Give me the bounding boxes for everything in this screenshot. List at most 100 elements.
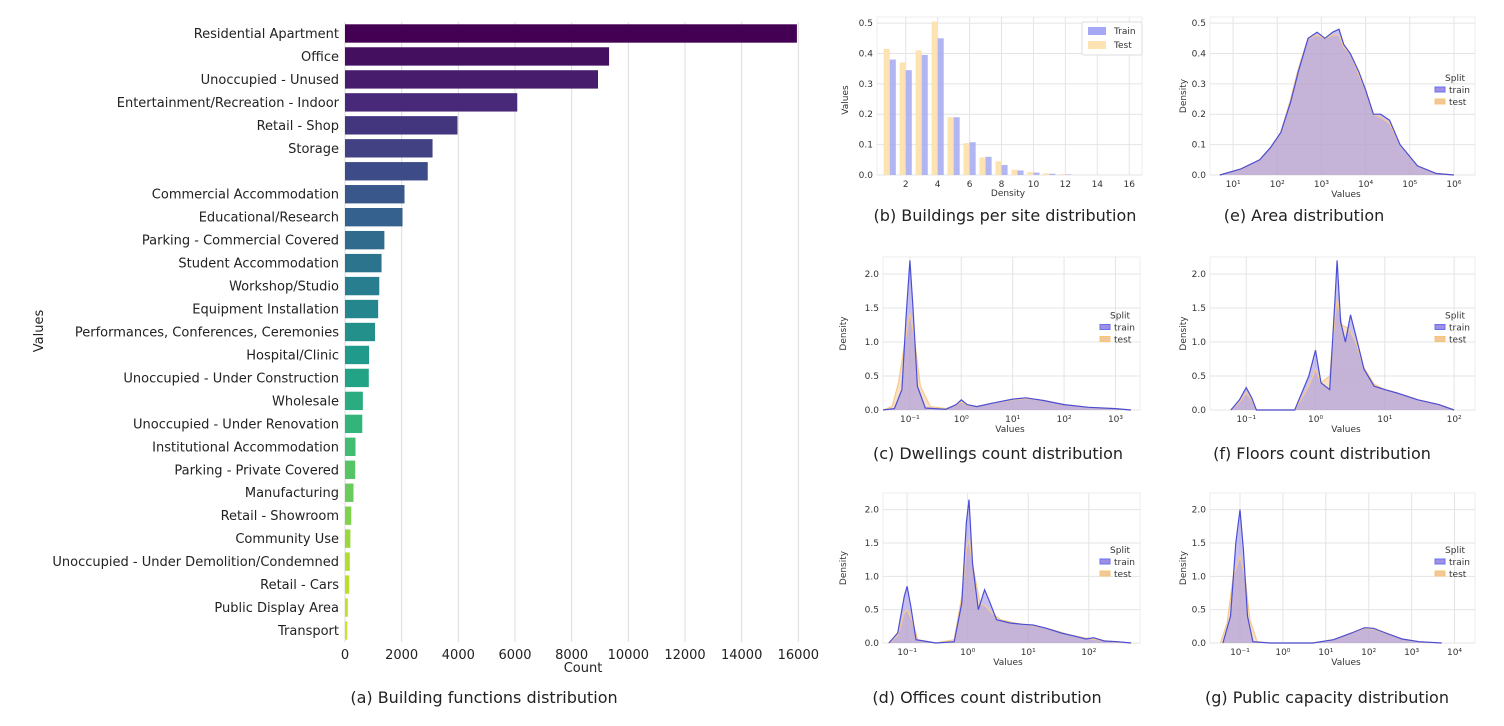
a-bar-5 [345,139,433,158]
panel-a-building-functions: Residential Apartment Office Unoccupied - … [32,22,819,707]
b-bar-train-11 [1065,174,1072,175]
a-category-label-7: Commercial Accommodation [152,188,339,203]
g-xtick-5: 10⁴ [1447,648,1462,658]
a-xtick-4: 8000 [555,648,588,663]
c-ytick-2: 1.0 [865,338,880,348]
a-bar-4 [345,116,458,135]
a-category-label-24: Retail - Cars [260,578,339,593]
f-xtick-2: 10¹ [1377,415,1392,425]
a-bar-22 [345,529,351,548]
a-bar-13 [345,322,376,342]
d-legend-train: train [1114,558,1135,568]
g-xtick-3: 10² [1361,648,1376,658]
a-bar-19 [345,460,356,479]
a-bar-2 [345,70,599,89]
f-ytick-3: 1.5 [1192,304,1206,314]
c-xlabel: Values [995,425,1025,435]
b-xtick-6: 14 [1092,180,1104,190]
b-bar-train-2 [921,54,928,175]
a-bar-26 [345,621,348,640]
g-ytick-3: 1.5 [1192,539,1206,549]
a-category-label-10: Student Accommodation [178,257,339,272]
e-ytick-5: 0.5 [1192,19,1206,29]
g-train-line [1222,509,1442,644]
a-bar-1 [345,47,610,66]
e-ytick-3: 0.3 [1192,80,1206,90]
c-legend-test-swatch [1099,336,1111,342]
a-category-label-23: Unoccupied - Under Demolition/Condemned [52,555,339,570]
c-ytick-1: 0.5 [865,372,879,382]
a-category-label-22: Community Use [235,532,339,547]
b-xtick-7: 16 [1124,180,1136,190]
a-xtick-8: 16000 [778,648,819,663]
e-xtick-0: 10¹ [1226,180,1241,190]
g-legend-test-swatch [1434,570,1446,577]
b-bar-test-7 [995,161,1002,175]
e-legend-test-swatch [1434,98,1446,105]
b-ytick-4: 0.4 [859,49,874,59]
a-category-label-16: Wholesale [272,394,339,409]
b-ytick-5: 0.5 [859,19,873,29]
a-category-label-5: Storage [288,142,339,157]
c-ytick-0: 0.0 [865,406,880,416]
b-xtick-3: 8 [999,180,1005,190]
e-legend-train-swatch [1434,86,1446,93]
e-ytick-1: 0.1 [1192,141,1206,151]
a-ylabel: Values [32,310,47,353]
panel-f-floors: 0.0 0.5 1.0 1.5 2.0 10⁻¹ 10⁰ 10¹ 10² Values Densit… [1179,256,1476,463]
g-ylabel: Density [1179,550,1189,585]
c-train-line [882,260,1131,411]
a-category-label-0: Residential Apartment [194,27,339,42]
g-xlabel: Values [1331,658,1361,668]
a-bars [345,24,797,640]
c-caption: (c) Dwellings count distribution [873,444,1123,463]
a-xlabel: Count [564,661,603,676]
c-train-area [883,260,1131,410]
a-category-label-13: Performances, Conferences, Ceremonies [75,326,339,341]
b-bar-test-11 [1059,174,1066,175]
e-xtick-1: 10² [1270,180,1285,190]
g-ytick-1: 0.5 [1192,606,1206,616]
a-category-label-2: Unoccupied - Unused [201,73,339,88]
b-bar-train-4 [953,117,960,175]
d-xtick-2: 10¹ [1021,648,1036,658]
d-legend-train-swatch [1099,558,1111,565]
a-category-label-14: Hospital/Clinic [246,348,339,363]
c-ylabel: Density [839,316,849,351]
b-xlabel: Density [991,189,1026,199]
f-train-line [1230,260,1455,411]
a-bar-21 [345,506,352,525]
a-category-label-9: Parking - Commercial Covered [142,234,339,249]
a-bar-15 [345,368,369,388]
a-bar-17 [345,414,363,434]
a-category-label-15: Unoccupied - Under Construction [123,371,339,386]
a-category-label-8: Educational/Research [199,211,339,226]
a-category-label-21: Retail - Showroom [221,509,339,524]
g-ytick-2: 1.0 [1192,572,1207,582]
b-legend-train-swatch [1088,27,1106,35]
f-ytick-2: 1.0 [1192,338,1207,348]
b-bar-train-5 [969,142,976,175]
d-xlabel: Values [993,658,1023,668]
d-ytick-1: 0.5 [865,606,879,616]
a-category-label-17: Unoccupied - Under Renovation [133,417,339,432]
f-legend-train-swatch [1434,324,1446,330]
f-ytick-0: 0.0 [1192,406,1207,416]
a-category-label-19: Parking - Private Covered [174,463,339,478]
b-bar-test-6 [979,157,986,175]
f-ylabel: Density [1179,316,1189,351]
b-legend: Train Test [1081,21,1143,56]
e-xtick-2: 10³ [1314,180,1329,190]
d-xtick-0: 10⁻¹ [897,648,917,658]
c-ytick-3: 1.5 [865,304,879,314]
f-ytick-4: 2.0 [1192,270,1207,280]
a-category-label-25: Public Display Area [214,601,339,616]
d-ytick-4: 2.0 [865,506,880,516]
a-xtick-1: 2000 [385,648,418,663]
f-xtick-3: 10² [1447,415,1462,425]
a-bar-3 [345,93,518,112]
b-bar-test-8 [1011,169,1018,175]
b-bar-train-6 [985,156,992,175]
d-xtick-3: 10² [1081,648,1096,658]
c-frame [882,256,1141,411]
